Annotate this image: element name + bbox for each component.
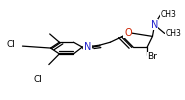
Text: CH3: CH3 [160,10,176,18]
Text: Br: Br [147,52,157,61]
Text: Cl: Cl [7,40,16,49]
Text: O: O [124,28,132,38]
Text: N: N [84,42,91,52]
Text: N: N [151,20,158,30]
Text: Cl: Cl [34,75,43,84]
Text: CH3: CH3 [166,29,181,38]
